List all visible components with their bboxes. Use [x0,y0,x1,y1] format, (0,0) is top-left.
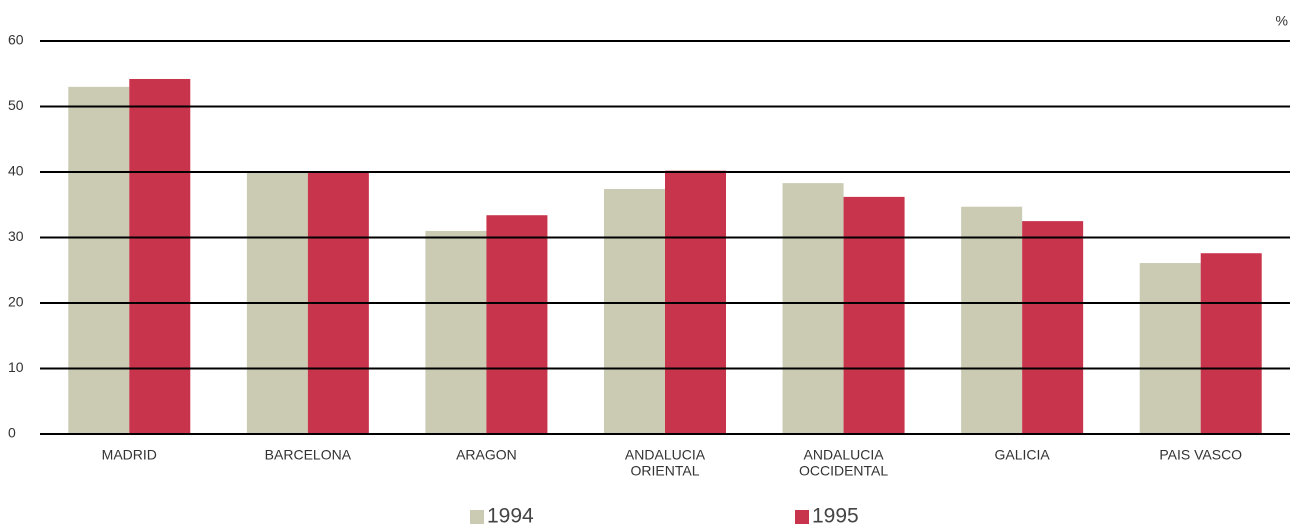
x-tick-label: GALICIA [995,447,1051,463]
x-tick-label: PAIS VASCO [1159,447,1242,463]
bar [486,215,548,434]
legend-text: 1995 [812,505,859,528]
bar [129,78,191,435]
x-tick-label: BARCELONA [265,447,352,463]
x-tick-label: ANDALUCIA [804,447,885,463]
legend-text: 1994 [487,505,534,528]
y-tick-label: 0 [8,425,16,441]
y-tick-label: 10 [8,359,24,375]
x-tick-label: ORIENTAL [631,463,700,479]
bar [782,183,844,434]
y-tick-label: 20 [8,294,24,310]
x-tick-label: ARAGON [456,447,517,463]
x-tick-label: OCCIDENTAL [799,463,888,479]
bar [425,230,487,434]
y-tick-label: 30 [8,228,24,244]
bar [961,206,1023,434]
y-tick-label: 40 [8,163,24,179]
bar [604,189,665,434]
bar [1022,221,1084,434]
legend-swatch [795,510,809,524]
y-tick-label: 50 [8,97,24,113]
y-axis-label: % [1276,13,1288,29]
x-tick-label: MADRID [102,447,157,463]
y-tick-label: 60 [8,32,24,48]
x-tick-label: ANDALUCIA [625,447,706,463]
bar [843,196,905,434]
legend-swatch [470,510,484,524]
bar [1200,253,1262,434]
bar [1139,263,1201,434]
bar [68,86,130,434]
